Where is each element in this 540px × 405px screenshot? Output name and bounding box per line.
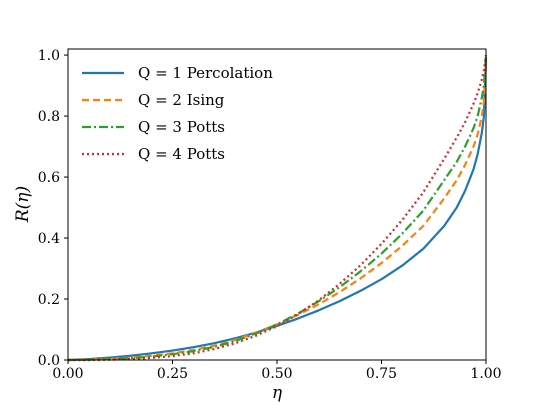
legend-label: Q = 3 Potts [138,118,225,136]
series-line-4 [68,54,488,362]
y-axis-label: R(η) [13,186,33,223]
legend: Q = 1 Percolation Q = 2 Ising Q = 3 Potts Q… [82,64,273,163]
x-tick-label: 0.25 [157,366,188,382]
series-line-1 [67,58,488,362]
series-layer [67,54,488,362]
y-tick-label: 0.6 [38,170,60,186]
series-line-3 [67,55,488,362]
y-tick-label: 0.8 [38,109,60,125]
x-tick-label: 1.00 [470,366,501,382]
legend-label: Q = 2 Ising [138,91,225,109]
y-tick-label: 0.2 [38,292,60,308]
plot-area [68,49,486,360]
x-tick-label: 0.75 [366,366,397,382]
x-axis-label: η [272,383,283,403]
y-tick-label: 1.0 [38,48,60,64]
y-tick-label: 0.4 [38,231,60,247]
x-tick-label: 0.50 [261,366,292,382]
legend-label: Q = 1 Percolation [138,64,273,82]
y-tick-label: 0.0 [38,353,60,369]
y-axis-ticks: 0.0 0.2 0.4 0.6 0.8 1.0 [38,48,68,369]
x-tick-label: 0.00 [52,366,83,382]
legend-label: Q = 4 Potts [138,145,225,163]
x-axis-ticks: 0.00 0.25 0.50 0.75 1.00 [52,360,502,382]
